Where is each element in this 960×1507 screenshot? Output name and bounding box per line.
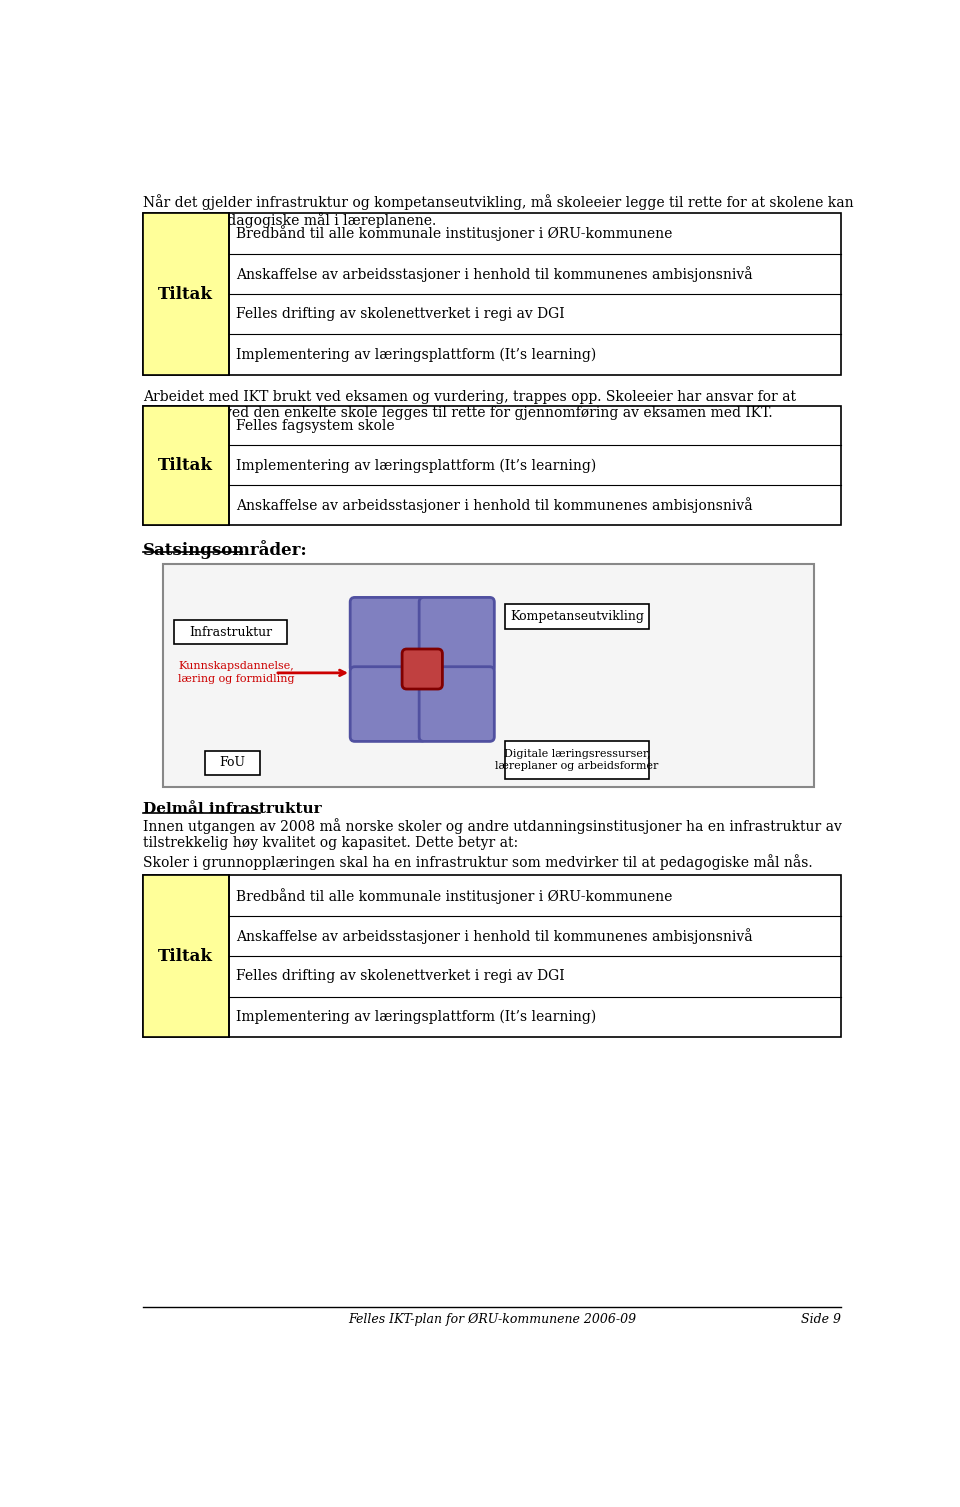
Text: Implementering av læringsplattform (It’s learning): Implementering av læringsplattform (It’s…	[236, 458, 596, 473]
Polygon shape	[143, 212, 228, 375]
Polygon shape	[205, 750, 259, 775]
FancyBboxPatch shape	[402, 650, 443, 689]
Text: Når det gjelder infrastruktur og kompetanseutvikling, må skoleeier legge til ret: Når det gjelder infrastruktur og kompeta…	[143, 194, 853, 228]
Polygon shape	[143, 405, 228, 524]
Text: Anskaffelse av arbeidsstasjoner i henhold til kommunenes ambisjonsnivå: Anskaffelse av arbeidsstasjoner i henhol…	[236, 497, 753, 512]
Text: Tiltak: Tiltak	[158, 457, 213, 473]
Text: Felles fagsystem skole: Felles fagsystem skole	[236, 419, 395, 433]
Text: Innen utgangen av 2008 må norske skoler og andre utdanningsinstitusjoner ha en i: Innen utgangen av 2008 må norske skoler …	[143, 818, 842, 850]
Text: Bredbånd til alle kommunale institusjoner i ØRU-kommunene: Bredbånd til alle kommunale institusjone…	[236, 226, 673, 241]
Text: Implementering av læringsplattform (It’s learning): Implementering av læringsplattform (It’s…	[236, 1010, 596, 1025]
Text: Anskaffelse av arbeidsstasjoner i henhold til kommunenes ambisjonsnivå: Anskaffelse av arbeidsstasjoner i henhol…	[236, 928, 753, 943]
Polygon shape	[162, 564, 814, 787]
FancyBboxPatch shape	[350, 597, 425, 672]
Text: Infrastruktur: Infrastruktur	[189, 625, 272, 639]
Polygon shape	[175, 619, 287, 645]
Text: Felles drifting av skolenettverket i regi av DGI: Felles drifting av skolenettverket i reg…	[236, 307, 564, 321]
Text: Tiltak: Tiltak	[158, 285, 213, 303]
Text: Tiltak: Tiltak	[158, 948, 213, 964]
Text: Felles drifting av skolenettverket i regi av DGI: Felles drifting av skolenettverket i reg…	[236, 969, 564, 984]
Text: Arbeidet med IKT brukt ved eksamen og vurdering, trappes opp. Skoleeier har ansv: Arbeidet med IKT brukt ved eksamen og vu…	[143, 390, 796, 420]
Text: Satsingsområder:: Satsingsområder:	[143, 541, 308, 559]
Text: Anskaffelse av arbeidsstasjoner i henhold til kommunenes ambisjonsnivå: Anskaffelse av arbeidsstasjoner i henhol…	[236, 265, 753, 282]
FancyBboxPatch shape	[420, 597, 494, 672]
Text: Bredbånd til alle kommunale institusjoner i ØRU-kommunene: Bredbånd til alle kommunale institusjone…	[236, 888, 673, 904]
FancyBboxPatch shape	[350, 666, 425, 741]
Polygon shape	[505, 604, 649, 628]
Text: Digitale læringsressurser,
læreplaner og arbeidsformer: Digitale læringsressurser, læreplaner og…	[495, 749, 659, 770]
Polygon shape	[505, 740, 649, 779]
Text: Delmål infrastruktur: Delmål infrastruktur	[143, 802, 322, 817]
Text: Skoler i grunnopplæringen skal ha en infrastruktur som medvirker til at pedagogi: Skoler i grunnopplæringen skal ha en inf…	[143, 854, 813, 871]
Polygon shape	[143, 876, 228, 1037]
FancyBboxPatch shape	[420, 666, 494, 741]
Text: Implementering av læringsplattform (It’s learning): Implementering av læringsplattform (It’s…	[236, 348, 596, 362]
Text: Kompetanseutvikling: Kompetanseutvikling	[510, 610, 644, 624]
Text: Side 9: Side 9	[801, 1313, 841, 1326]
Text: læring og formidling: læring og formidling	[179, 674, 295, 684]
Text: Kunnskapsdannelse,: Kunnskapsdannelse,	[179, 662, 294, 671]
Text: FoU: FoU	[220, 757, 246, 770]
Text: Felles IKT-plan for ØRU-kommunene 2006-09: Felles IKT-plan for ØRU-kommunene 2006-0…	[348, 1313, 636, 1326]
